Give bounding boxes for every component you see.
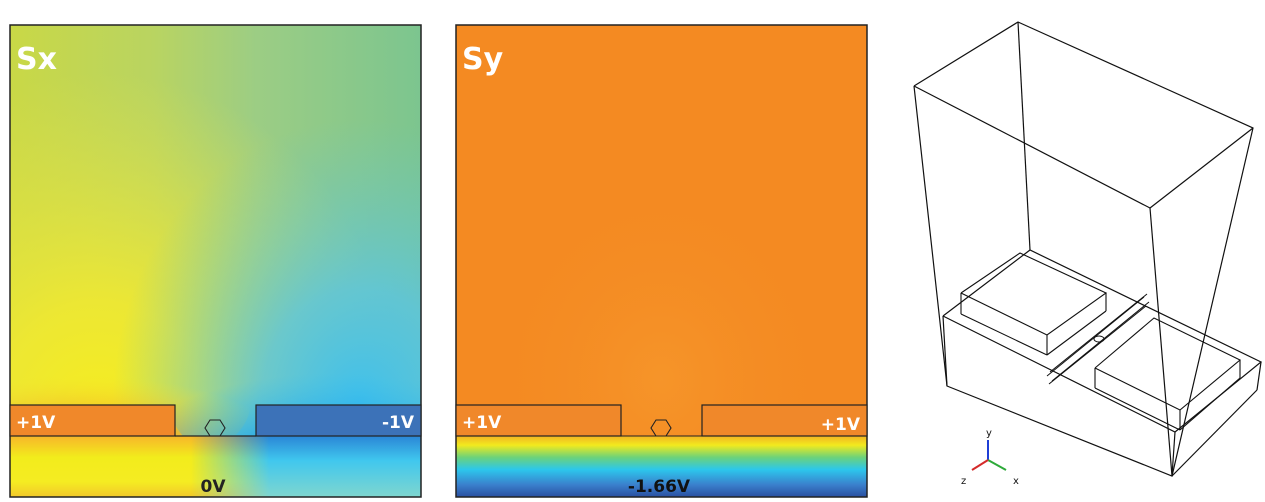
sy-panel: Sy +1V +1V -1.66V (446, 0, 880, 502)
sx-panel: Sx +1V -1V 0V (0, 0, 434, 502)
z-axis-line (971, 459, 989, 471)
x-axis-line (987, 459, 1007, 471)
sx-left-electrode (9, 404, 176, 437)
sx-bottom-gate-label: 0V (201, 477, 227, 497)
nanotube-wire (1046, 293, 1150, 385)
sy-bottom-gate-label: -1.66V (628, 477, 691, 497)
axis-triad: y z x (961, 428, 1019, 487)
x-axis-label: x (1013, 476, 1019, 487)
z-axis-label: z (961, 476, 966, 487)
left-electrode-block (960, 252, 1108, 356)
sx-nanotube-icon (204, 419, 226, 437)
sy-left-electrode-label: +1V (462, 413, 502, 433)
sx-right-electrode (255, 404, 422, 437)
sy-left-electrode (455, 404, 622, 437)
sx-left-electrode-label: +1V (16, 413, 56, 433)
sy-right-electrode-label: +1V (821, 415, 861, 435)
sy-field-map: Sy +1V +1V -1.66V (455, 24, 868, 498)
sy-title: Sy (462, 42, 504, 77)
sy-frame (455, 24, 868, 498)
geometry-panel: y z x (900, 0, 1265, 502)
sy-nanotube-icon (650, 419, 672, 437)
sx-right-electrode-label: -1V (382, 413, 415, 433)
simulation-box-wireframe (913, 21, 1263, 477)
right-electrode-block (1094, 317, 1242, 431)
sx-title: Sx (16, 42, 57, 77)
y-axis-label: y (986, 428, 992, 439)
sx-frame (9, 24, 422, 498)
sy-right-electrode (701, 404, 868, 437)
device-geometry-wireframe: y z x (913, 21, 1263, 487)
sx-field-map: Sx +1V -1V 0V (9, 24, 422, 498)
